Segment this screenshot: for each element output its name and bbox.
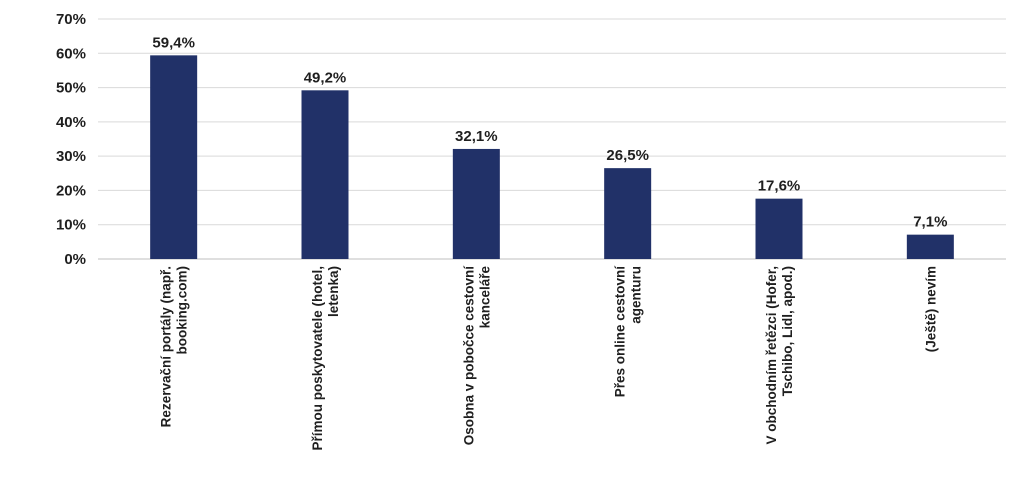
category-label: V obchodním řetězci (Hofer,Tschibo, Lidl… bbox=[764, 266, 795, 445]
category-label-line: agenturu bbox=[629, 266, 644, 324]
category-label-text: (Ještě) nevím bbox=[923, 266, 938, 352]
y-tick-label: 70% bbox=[56, 11, 86, 28]
category-label: Osobna v pobočce cestovníkanceláře bbox=[461, 265, 492, 446]
y-tick-label: 50% bbox=[56, 80, 86, 97]
bar bbox=[301, 90, 349, 259]
category-label: Přes online cestovníagenturu bbox=[613, 265, 644, 398]
category-labels: Rezervační portály (např.booking.com) Pří… bbox=[159, 265, 939, 451]
category-label-text: Rezervační portály (např.booking.com) bbox=[159, 266, 190, 427]
bar bbox=[604, 168, 652, 259]
category-label-line: Přímou poskytovatele (hotel, bbox=[310, 266, 325, 451]
data-label: 26,5% bbox=[606, 147, 649, 164]
category-label-line: Rezervační portály (např. bbox=[159, 266, 174, 427]
category-label-text: V obchodním řetězci (Hofer,Tschibo, Lidl… bbox=[764, 266, 795, 445]
data-label: 49,2% bbox=[304, 69, 347, 86]
bars bbox=[150, 55, 954, 259]
y-tick-label: 20% bbox=[56, 182, 86, 199]
data-label: 32,1% bbox=[455, 128, 498, 145]
category-label-line: letenka) bbox=[326, 266, 341, 317]
category-label-text: Přes online cestovníagenturu bbox=[613, 265, 644, 398]
category-label-line: Osobna v pobočce cestovní bbox=[461, 265, 476, 446]
y-tick-label: 60% bbox=[56, 45, 86, 62]
category-label-line: booking.com) bbox=[175, 266, 190, 355]
bar bbox=[755, 198, 803, 259]
y-tick-label: 30% bbox=[56, 148, 86, 165]
bar bbox=[452, 148, 500, 259]
data-label: 7,1% bbox=[913, 214, 947, 231]
category-label: (Ještě) nevím bbox=[923, 266, 938, 352]
category-label-line: Přes online cestovní bbox=[613, 265, 628, 398]
y-tick-label: 40% bbox=[56, 114, 86, 131]
y-axis-tick-labels: 0% 10% 20% 30% 40% 50% 60% 70% bbox=[56, 11, 86, 268]
category-label-line: V obchodním řetězci (Hofer, bbox=[764, 266, 779, 445]
y-tick-label: 0% bbox=[64, 251, 86, 268]
data-label: 17,6% bbox=[758, 178, 801, 195]
bar bbox=[150, 55, 198, 259]
category-label-line: Tschibo, Lidl, apod.) bbox=[780, 266, 795, 396]
category-label: Rezervační portály (např.booking.com) bbox=[159, 266, 190, 427]
y-tick-label: 10% bbox=[56, 217, 86, 234]
data-label: 59,4% bbox=[152, 34, 195, 51]
category-label-text: Osobna v pobočce cestovníkanceláře bbox=[461, 265, 492, 446]
category-label: Přímou poskytovatele (hotel,letenka) bbox=[310, 266, 341, 451]
category-label-line: (Ještě) nevím bbox=[923, 266, 938, 352]
gridlines bbox=[98, 18, 1006, 260]
category-label-text: Přímou poskytovatele (hotel,letenka) bbox=[310, 266, 341, 451]
category-label-line: kanceláře bbox=[477, 266, 492, 329]
data-labels: 59,4% 49,2% 32,1% 26,5% 17,6% 7,1% bbox=[152, 34, 947, 230]
bar bbox=[906, 234, 954, 259]
